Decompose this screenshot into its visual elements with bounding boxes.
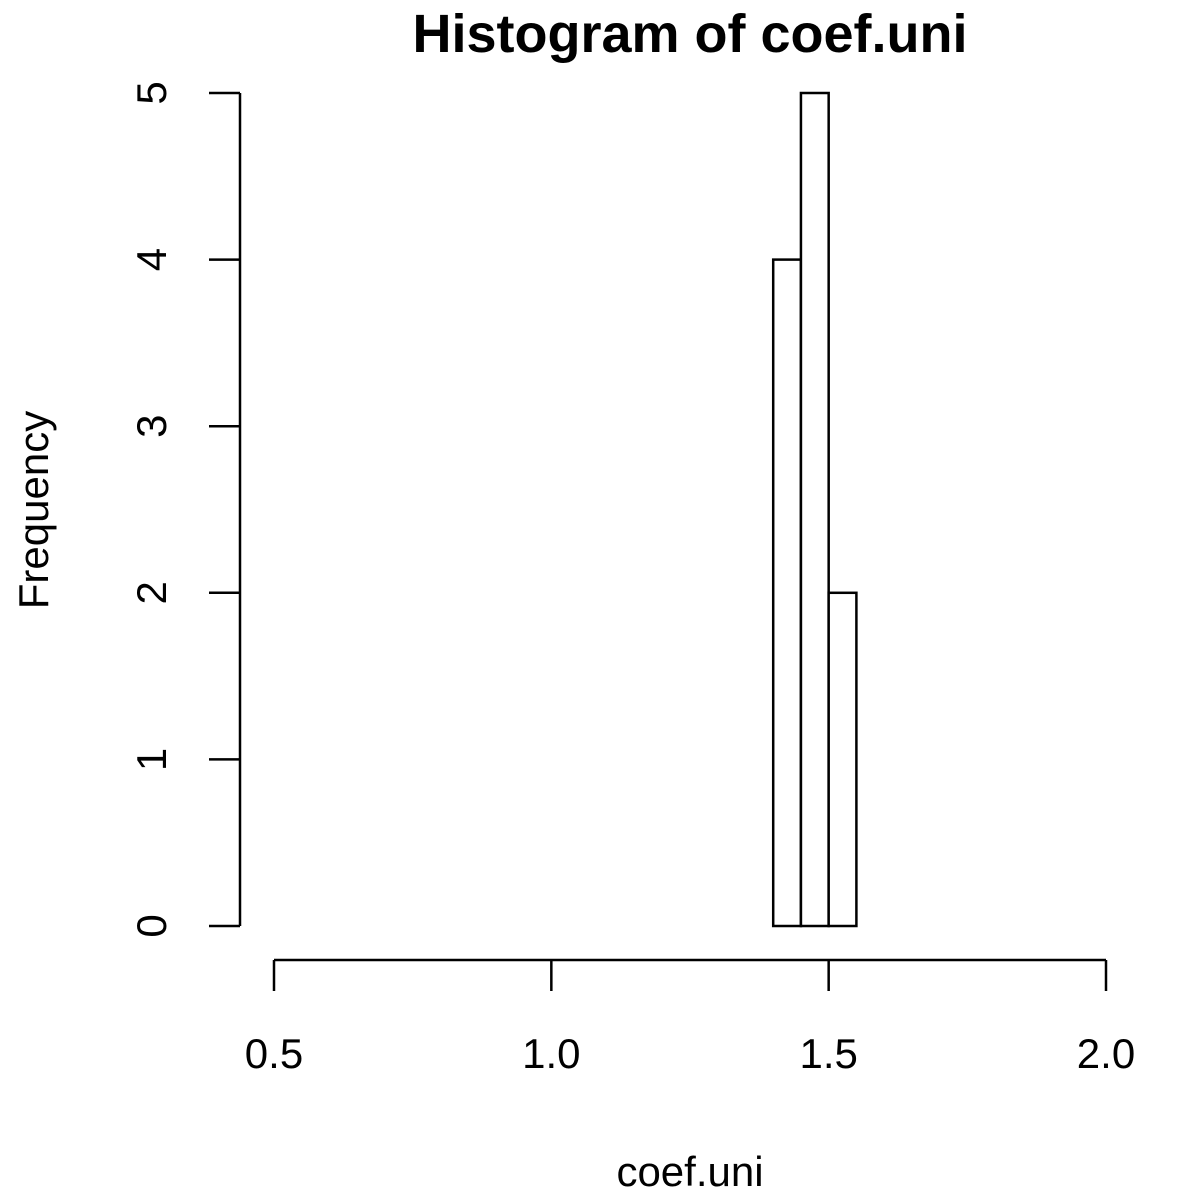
y-tick-label: 1 <box>128 748 175 771</box>
x-tick-label: 2.0 <box>1077 1030 1135 1077</box>
y-tick-label: 3 <box>128 415 175 438</box>
y-axis: 0 1 2 3 4 5 <box>128 81 242 938</box>
y-tick-label: 5 <box>128 81 175 104</box>
y-tick-label: 4 <box>128 248 175 271</box>
y-tick-label: 2 <box>128 581 175 604</box>
bars <box>771 91 858 928</box>
chart-title: Histogram of coef.uni <box>412 4 967 64</box>
x-axis: 0.5 1.0 1.5 2.0 <box>245 958 1135 1077</box>
y-tick-label: 0 <box>128 914 175 937</box>
histogram-bar <box>799 91 830 928</box>
x-tick-label: 0.5 <box>245 1030 303 1077</box>
x-tick-label: 1.5 <box>799 1030 857 1077</box>
y-axis-label: Frequency <box>10 411 57 609</box>
histogram-bar <box>771 258 803 928</box>
histogram-bar <box>827 591 858 928</box>
x-tick-label: 1.0 <box>522 1030 580 1077</box>
x-axis-label: coef.uni <box>616 1148 763 1195</box>
